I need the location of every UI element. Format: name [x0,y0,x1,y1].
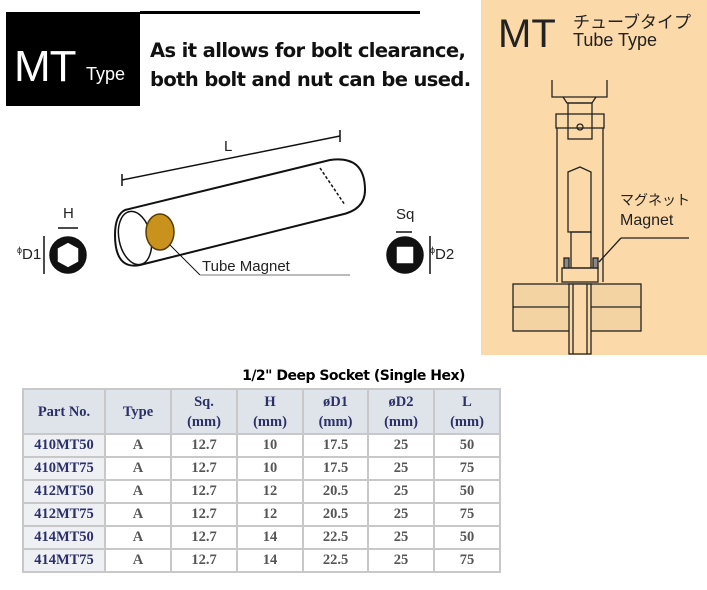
d2-label: D2 [435,246,455,263]
panel-en: Tube Type [573,30,658,50]
table-cell: 12.7 [170,479,238,504]
length-dimension-line [121,135,341,181]
table-cell: 12.7 [170,502,238,527]
col-type: Type [104,388,172,435]
table-row: 414MT50 A 12.7 14 22.5 25 50 [22,525,501,550]
table-cell: 410MT50 [22,433,106,458]
table-cell: 12 [236,479,304,504]
table-cell: 10 [236,456,304,481]
col-part-no: Part No. [22,388,106,435]
socket-diagram [43,130,431,276]
header-rule [140,11,420,14]
table-cell: A [104,479,172,504]
col-h: H (mm) [236,388,304,435]
table-cell: 75 [433,502,501,527]
table-cell: 25 [367,433,435,458]
table-row: 410MT50 A 12.7 10 17.5 25 50 [22,433,501,458]
tube-magnet-label: Tube Magnet [202,258,290,275]
phi-symbol: ϕ [17,245,23,255]
table-row: 412MT75 A 12.7 12 20.5 25 75 [22,502,501,527]
description-line: both bolt and nut can be used. [150,68,471,91]
table-cell: 412MT75 [22,502,106,527]
table-header-row: Part No. Type Sq. (mm) H (mm) øD1 (mm) øD2(… [22,388,501,435]
table-title: 1/2" Deep Socket (Single Hex) [242,368,465,384]
description: As it allows for bolt clearance, both bo… [150,36,471,94]
d1-label: D1 [22,246,42,263]
hex-label: H [63,205,74,222]
table-cell: 50 [433,479,501,504]
table-cell: 22.5 [302,548,369,573]
table-row: 412MT50 A 12.7 12 20.5 25 50 [22,479,501,504]
table-cell: 20.5 [302,479,369,504]
sq-label: Sq [396,206,415,223]
table-cell: 25 [367,502,435,527]
table-cell: 14 [236,525,304,550]
table-cell: 17.5 [302,456,369,481]
table-cell: 25 [367,525,435,550]
length-label: L [224,138,233,155]
tube-magnet-shape [145,213,175,251]
table-cell: 14 [236,548,304,573]
table-cell: A [104,433,172,458]
table-cell: A [104,456,172,481]
panel-jp: チューブタイプ [573,13,691,32]
table-cell: A [104,502,172,527]
magnet-jp-label: マグネット [620,192,690,208]
table-cell: A [104,525,172,550]
badge-main: MT [14,42,77,91]
magnet-en-label: Magnet [620,212,674,229]
spec-table: Part No. Type Sq. (mm) H (mm) øD1 (mm) øD2(… [22,388,501,573]
table-cell: 25 [367,548,435,573]
col-l: L (mm) [433,388,501,435]
table-cell: 22.5 [302,525,369,550]
col-d2: øD2 (mm) [367,388,435,435]
cross-section-drawing [512,80,689,355]
col-sq: Sq. (mm) [170,388,238,435]
table-row: 414MT75 A 12.7 14 22.5 25 75 [22,548,501,573]
table-cell: 75 [433,548,501,573]
col-d1: øD1 (mm) [302,388,369,435]
table-cell: 12 [236,502,304,527]
table-cell: 17.5 [302,433,369,458]
table-cell: 410MT75 [22,456,106,481]
table-cell: 412MT50 [22,479,106,504]
badge-sub: Type [86,64,126,84]
phi-symbol: ϕ [430,245,436,255]
tube-type-panel: MT チューブタイプ Tube Type マグネット Magnet [481,0,707,355]
table-row: 410MT75 A 12.7 10 17.5 25 75 [22,456,501,481]
table-cell: 414MT50 [22,525,106,550]
table-cell: 414MT75 [22,548,106,573]
panel-main: MT [498,12,556,56]
table-cell: 10 [236,433,304,458]
table-cell: 50 [433,433,501,458]
table-cell: 25 [367,456,435,481]
mt-type-badge: MT Type [6,12,140,106]
table-cell: 12.7 [170,433,238,458]
table-cell: 50 [433,525,501,550]
description-line: As it allows for bolt clearance, [150,39,466,62]
socket-body [113,158,367,267]
table-cell: 20.5 [302,502,369,527]
table-cell: 12.7 [170,456,238,481]
table-cell: A [104,548,172,573]
table-cell: 25 [367,479,435,504]
table-cell: 12.7 [170,548,238,573]
table-cell: 75 [433,456,501,481]
table-cell: 12.7 [170,525,238,550]
